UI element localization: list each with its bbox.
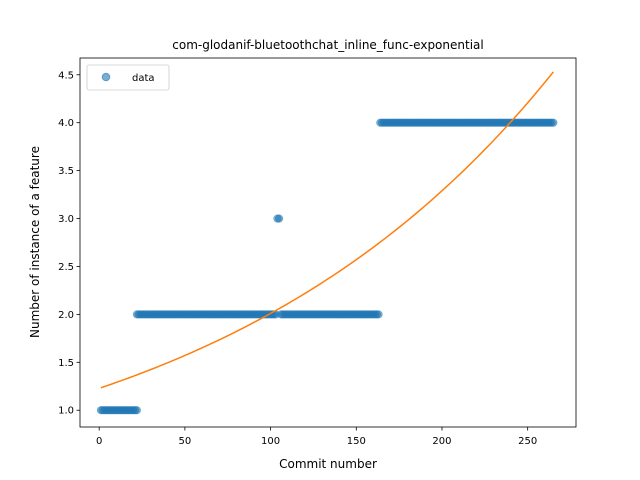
data-points: [96, 118, 558, 415]
y-axis: 1.0 1.5 2.0 2.5 3.0 3.5 4.0 4.5: [58, 70, 80, 417]
y-tick-label: 3.5: [58, 166, 74, 177]
y-tick-label: 2.5: [58, 262, 74, 273]
chart-title: com-glodanif-bluetoothchat_inline_func-e…: [172, 38, 483, 52]
x-axis-title: Commit number: [279, 457, 377, 471]
legend-marker: [101, 72, 111, 82]
x-tick-label: 150: [347, 436, 366, 447]
x-tick-label: 0: [96, 436, 102, 447]
x-axis: 0 50 100 150 200 250: [96, 427, 537, 447]
x-tick-label: 100: [261, 436, 280, 447]
x-tick-label: 50: [179, 436, 192, 447]
plot-frame: [79, 57, 577, 428]
data-point: [132, 406, 141, 415]
data-point: [275, 214, 284, 223]
legend: data: [86, 64, 170, 91]
legend-label: data: [132, 73, 155, 84]
x-tick-label: 200: [432, 436, 451, 447]
y-axis-title: Number of instance of a feature: [28, 146, 42, 338]
plot-area: [79, 57, 577, 428]
y-tick-label: 1.5: [58, 358, 74, 369]
fit-line: [100, 71, 554, 389]
y-tick-label: 3.0: [58, 214, 74, 225]
data-point: [549, 118, 558, 127]
y-tick-label: 2.0: [58, 310, 74, 321]
y-tick-label: 4.5: [58, 70, 74, 81]
data-point: [374, 310, 383, 319]
y-tick-label: 4.0: [58, 118, 74, 129]
x-tick-label: 250: [518, 436, 537, 447]
y-tick-label: 1.0: [58, 406, 74, 417]
legend-box: [86, 64, 170, 91]
